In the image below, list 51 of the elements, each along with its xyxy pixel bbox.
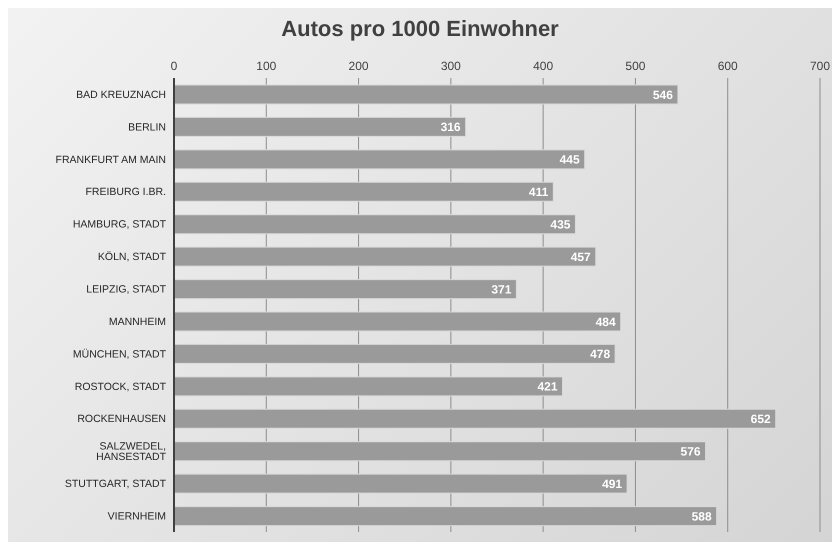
bar [174,474,628,494]
y-tick-label: MANNHEIM [108,316,166,328]
x-tick-label: 700 [810,59,830,73]
bar [174,116,466,137]
data-label: 588 [692,509,712,524]
x-tick-label: 200 [348,59,369,73]
data-label: 576 [680,444,701,458]
bar [174,312,622,332]
data-label: 652 [750,412,772,426]
data-label: 435 [550,217,571,232]
bar [174,376,564,396]
data-label: 316 [440,120,461,134]
x-tick-label: 400 [533,59,554,73]
data-label: 421 [537,380,558,394]
chart-title: Autos pro 1000 Einwohner [280,15,560,43]
data-label: 484 [596,314,616,329]
data-label: 457 [570,250,592,264]
x-tick-label: 100 [256,59,277,73]
x-tick-label: 500 [625,59,646,73]
data-label: 546 [652,88,674,102]
x-tick-label: 600 [718,59,738,73]
bar [174,214,576,234]
data-label: 371 [491,282,512,296]
data-label: 445 [560,152,580,167]
y-tick-label: KÖLN, STADT [98,251,167,264]
x-tick-label: 300 [440,59,462,73]
bar [174,182,554,202]
bar [174,441,706,462]
y-tick-label: HAMBURG, STADT [72,218,167,231]
y-tick-label: BERLIN [128,121,166,134]
bar [174,149,586,170]
data-label: 478 [590,347,610,362]
data-label: 491 [602,476,622,491]
y-tick-label: BAD KREUZNACH [76,88,166,101]
y-tick-label: LEIPZIG, STADT [86,284,167,296]
y-tick-label: MÜNCHEN, STADT [72,348,167,360]
bar [174,506,718,526]
y-tick-label: FREIBURG I.BR. [85,186,166,198]
y-tick-label: ROCKENHAUSEN [77,413,166,426]
y-tick-label: VIERNHEIM [108,510,166,523]
y-tick-label: FRANKFURT AM MAIN [56,154,166,166]
bar [174,84,678,104]
bar [174,246,596,267]
bar [174,408,776,429]
bar [174,344,616,364]
y-tick-label: SALZWEDEL, HANSESTADT [96,440,167,463]
y-tick-label: STUTTGART, STADT [64,478,167,490]
bar [174,279,517,300]
data-label: 411 [528,185,549,200]
y-tick-label: ROSTOCK, STADT [74,380,167,393]
x-tick-label: 0 [170,59,178,73]
